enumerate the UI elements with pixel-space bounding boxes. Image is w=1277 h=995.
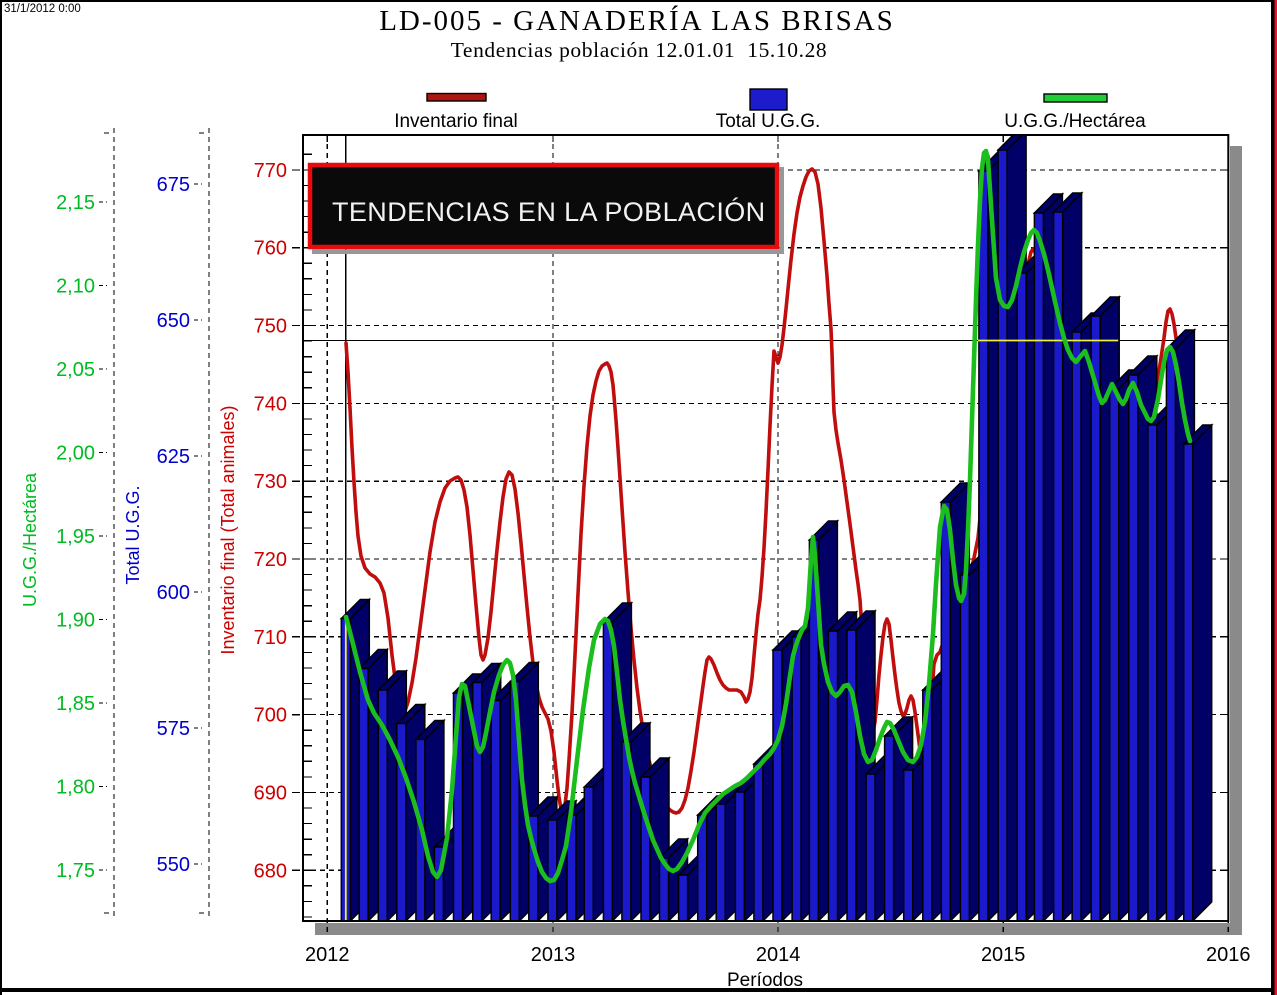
svg-text:1,95: 1,95 — [56, 526, 95, 548]
svg-text:740: 740 — [254, 393, 287, 415]
svg-text:2014: 2014 — [756, 944, 801, 966]
svg-text:700: 700 — [254, 705, 287, 727]
svg-text:650: 650 — [157, 310, 190, 332]
svg-text:Total U.G.G.: Total U.G.G. — [123, 485, 143, 584]
svg-text:2012: 2012 — [305, 944, 350, 966]
svg-text:2,15: 2,15 — [56, 192, 95, 214]
svg-text:675: 675 — [157, 174, 190, 196]
svg-text:U.G.G./Hectárea: U.G.G./Hectárea — [1004, 111, 1146, 132]
svg-text:760: 760 — [254, 238, 287, 260]
svg-text:1,75: 1,75 — [56, 860, 95, 882]
svg-text:770: 770 — [254, 160, 287, 182]
svg-text:2,05: 2,05 — [56, 359, 95, 381]
svg-text:750: 750 — [254, 316, 287, 338]
svg-text:Inventario final (Total animal: Inventario final (Total animales) — [218, 405, 238, 654]
svg-text:730: 730 — [254, 471, 287, 493]
svg-text:680: 680 — [254, 860, 287, 882]
svg-text:2016: 2016 — [1206, 944, 1251, 966]
svg-text:550: 550 — [157, 854, 190, 876]
svg-text:Períodos: Períodos — [727, 970, 803, 991]
svg-text:625: 625 — [157, 446, 190, 468]
svg-text:31/1/2012 0:00: 31/1/2012 0:00 — [4, 3, 81, 15]
svg-text:575: 575 — [157, 718, 190, 740]
svg-text:2013: 2013 — [531, 944, 576, 966]
svg-text:600: 600 — [157, 582, 190, 604]
svg-text:2015: 2015 — [981, 944, 1026, 966]
svg-text:690: 690 — [254, 783, 287, 805]
svg-text:U.G.G./Hectárea: U.G.G./Hectárea — [20, 472, 40, 607]
svg-text:1,85: 1,85 — [56, 693, 95, 715]
svg-text:2,10: 2,10 — [56, 276, 95, 298]
svg-text:Tendencias población 12.01.01: Tendencias población 12.01.01 15.10.28 — [451, 38, 828, 62]
svg-text:Total U.G.G.: Total U.G.G. — [716, 111, 821, 132]
svg-text:1,80: 1,80 — [56, 777, 95, 799]
svg-text:1,90: 1,90 — [56, 610, 95, 632]
svg-text:2,00: 2,00 — [56, 443, 95, 465]
svg-text:720: 720 — [254, 549, 287, 571]
svg-text:TENDENCIAS EN LA POBLACIÓN: TENDENCIAS EN LA POBLACIÓN — [332, 196, 766, 227]
svg-text:LD-005 - GANADERÍA LAS BRISAS: LD-005 - GANADERÍA LAS BRISAS — [379, 4, 895, 37]
svg-text:710: 710 — [254, 627, 287, 649]
svg-text:Inventario final: Inventario final — [394, 111, 518, 132]
